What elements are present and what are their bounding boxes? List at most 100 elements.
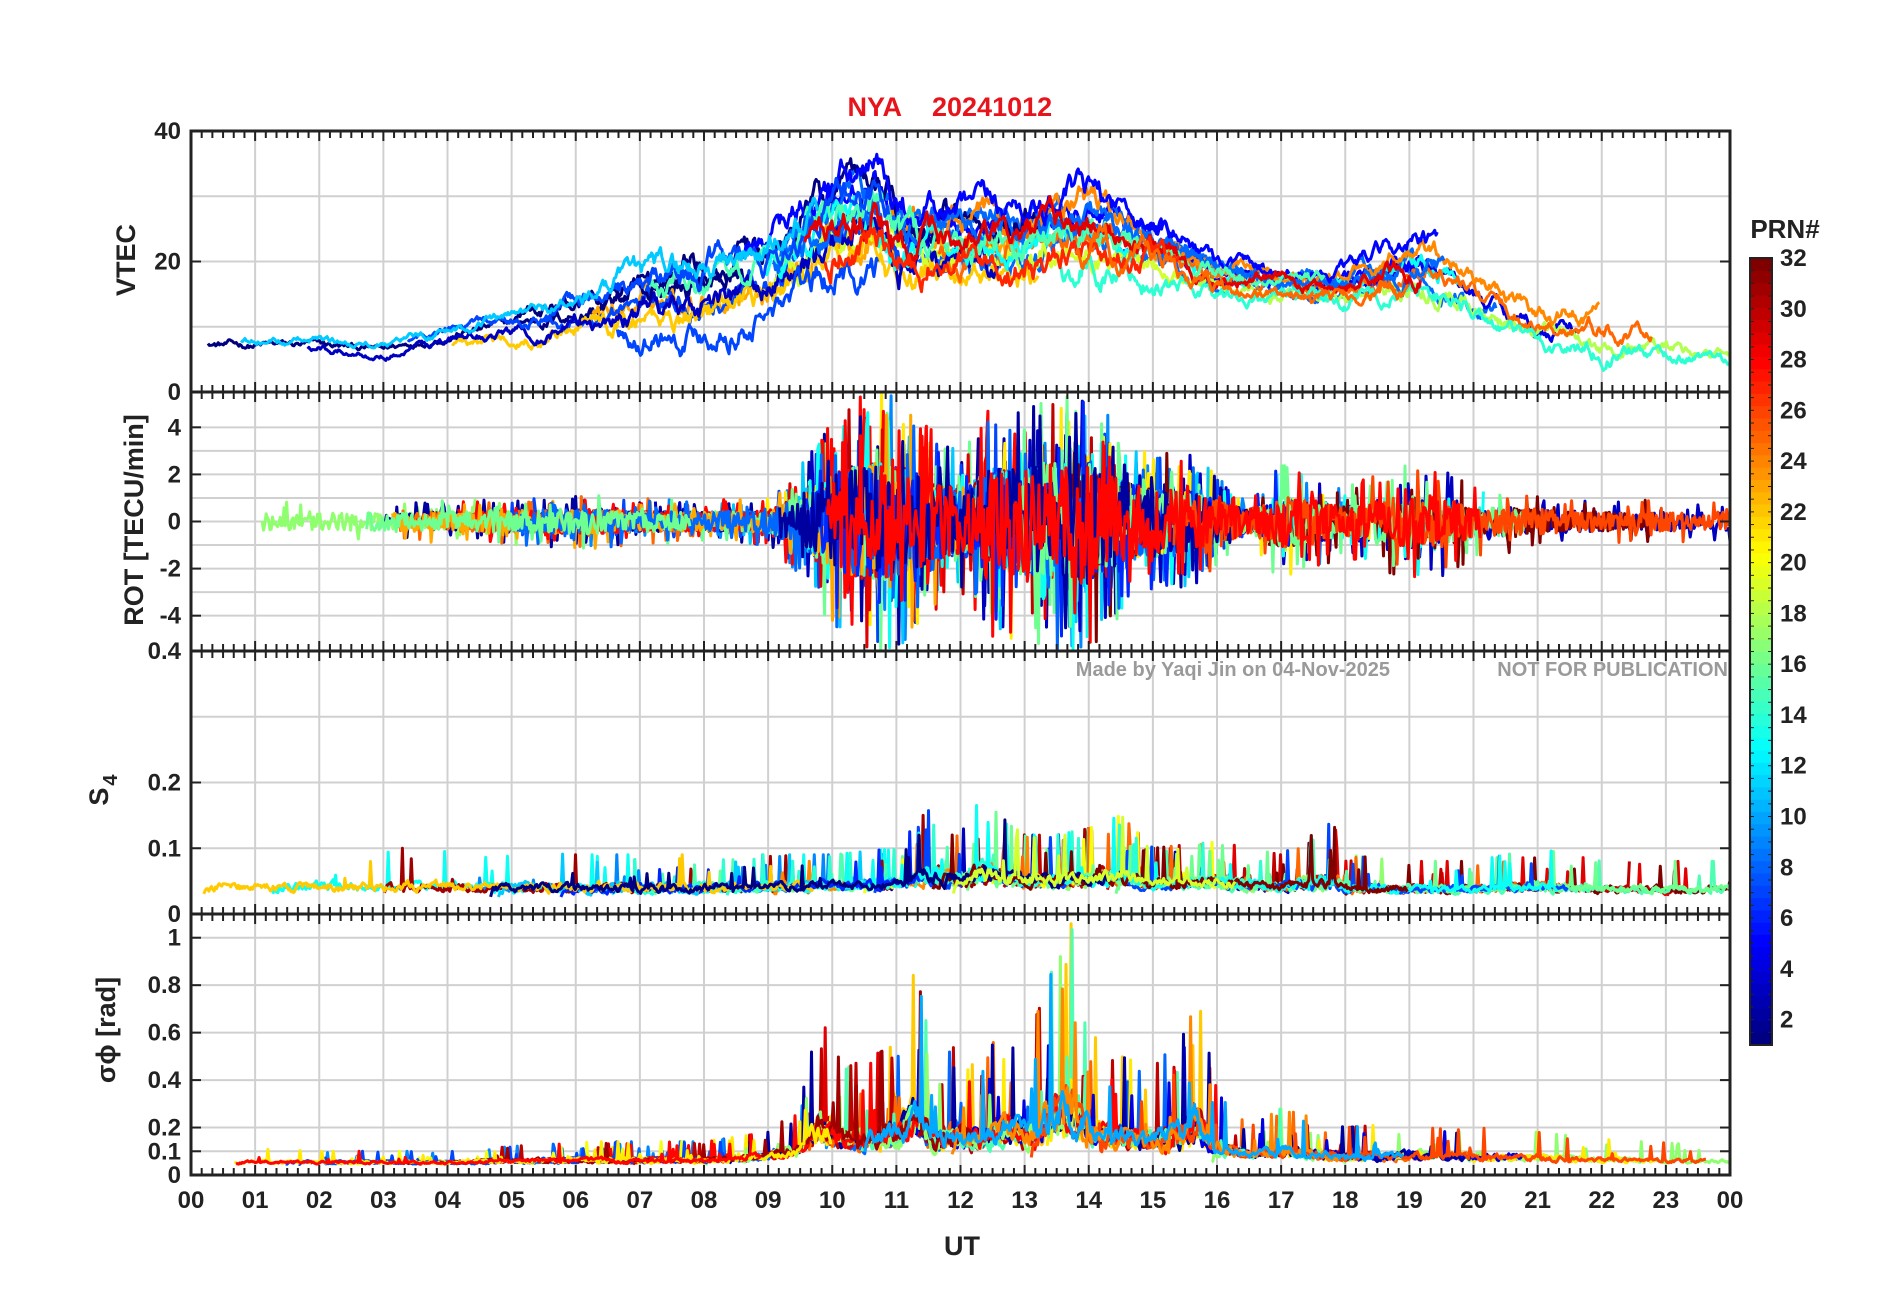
colorbar-segment <box>1750 491 1772 505</box>
vtec-series-group <box>206 152 1730 372</box>
colorbar-segment <box>1750 590 1772 603</box>
colorbar-tick-label: 24 <box>1780 448 1807 475</box>
sigma_phi-ytick-label: 0.8 <box>148 972 181 999</box>
rot-series-line <box>365 494 692 550</box>
colorbar-segment <box>1750 282 1772 296</box>
colorbar-segment <box>1750 897 1772 911</box>
rot-series-line <box>260 498 549 547</box>
colorbar-tick-label: 10 <box>1780 804 1807 831</box>
colorbar-segment <box>1750 995 1772 1009</box>
x-tick-label: 13 <box>1011 1187 1038 1214</box>
colorbar-segment <box>1750 799 1772 812</box>
x-axis-label: UT <box>944 1231 980 1261</box>
sigma_phi-ytick-label: 0.6 <box>148 1020 181 1047</box>
colorbar-segment <box>1750 1032 1772 1046</box>
x-tick-label: 03 <box>370 1187 397 1214</box>
x-tick-label: 23 <box>1653 1187 1680 1214</box>
rot-ylabel: ROT [TECU/min] <box>119 414 149 625</box>
vtec-series-line <box>1059 252 1730 372</box>
colorbar-segment <box>1750 528 1772 542</box>
colorbar-segment <box>1750 1008 1772 1022</box>
sigma-phi-ylabel: σϕ [rad] <box>91 977 121 1083</box>
colorbar-segment <box>1750 1020 1772 1034</box>
rot-series-group <box>260 392 1730 651</box>
colorbar-segment <box>1750 344 1772 357</box>
s4-ytick-label: 0.2 <box>148 770 181 797</box>
colorbar-tick-label: 12 <box>1780 753 1807 780</box>
colorbar-segment <box>1750 553 1772 567</box>
s4-ytick-label: 0.4 <box>148 638 182 665</box>
colorbar-segment <box>1750 885 1772 899</box>
colorbar-tick-label: 2 <box>1780 1007 1793 1034</box>
colorbar-segment <box>1750 725 1772 739</box>
colorbar-segment <box>1750 835 1772 849</box>
rot-series-line <box>825 419 1482 644</box>
colorbar-segment <box>1750 983 1772 997</box>
sigma-phi-panel: 00.10.2 0.4 0.6 0.8 1 <box>148 912 1732 1189</box>
colorbar-segment <box>1750 848 1772 862</box>
colorbar-segment <box>1750 823 1772 837</box>
colorbar-segment <box>1750 700 1772 714</box>
colorbar-segment <box>1750 737 1772 751</box>
vtec-ytick-label: 40 <box>154 118 181 145</box>
colorbar-segment <box>1750 762 1772 776</box>
x-tick-label: 20 <box>1460 1187 1487 1214</box>
colorbar-segment <box>1750 872 1772 886</box>
x-tick-label: 10 <box>819 1187 846 1214</box>
x-tick-label: 21 <box>1524 1187 1551 1214</box>
x-tick-label: 11 <box>884 1187 909 1214</box>
rot-panel: -4 -2 0 2 4 <box>160 390 1732 653</box>
colorbar-segment <box>1750 516 1772 530</box>
title-station: NYA <box>847 92 902 122</box>
colorbar-segment <box>1750 503 1772 517</box>
vtec-ytick-label: 0 <box>168 379 181 406</box>
sigma_phi-series-line <box>863 973 1405 1162</box>
colorbar-segment <box>1750 934 1772 948</box>
s4-series-line <box>489 818 1111 898</box>
sigma_phi-series-line <box>235 1140 762 1166</box>
colorbar-segment <box>1750 368 1772 382</box>
colorbar-tick-label: 26 <box>1780 397 1807 424</box>
vtec-series-line <box>888 185 1601 328</box>
x-tick-label: 02 <box>306 1187 333 1214</box>
x-tick-label: 15 <box>1140 1187 1167 1214</box>
vtec-series-line <box>1074 223 1410 307</box>
vtec-panel: 0 20 40 <box>154 118 1732 406</box>
colorbar-tick-label: 18 <box>1780 600 1807 627</box>
x-tick-label: 18 <box>1332 1187 1359 1214</box>
colorbar-segment <box>1750 565 1772 579</box>
x-tick-label: 14 <box>1075 1187 1102 1214</box>
s4-ytick-label: 0.1 <box>148 835 181 862</box>
s4-ylabel-text: S4 <box>84 774 122 806</box>
colorbar-segment <box>1750 577 1772 591</box>
x-tick-label: 16 <box>1204 1187 1231 1214</box>
x-tick-label: 12 <box>947 1187 974 1214</box>
colorbar-tick-label: 28 <box>1780 347 1807 374</box>
colorbar-segment <box>1750 380 1772 394</box>
sigma_phi-ytick-label: 0 <box>168 1162 181 1189</box>
watermark-right: NOT FOR PUBLICATION <box>1497 659 1728 681</box>
x-tick-label: 07 <box>627 1187 654 1214</box>
sigma_phi-ytick-label: 0.4 <box>148 1067 182 1094</box>
vtec-ylabel: VTEC <box>111 224 141 296</box>
vtec-ytick-label: 20 <box>154 249 181 276</box>
colorbar-segment <box>1750 860 1772 874</box>
colorbar-segment <box>1750 651 1772 665</box>
colorbar-segment <box>1750 811 1772 825</box>
colorbar-segment <box>1750 442 1772 456</box>
colorbar-tick-label: 6 <box>1780 905 1793 932</box>
sigma_phi-series-group <box>233 922 1730 1167</box>
colorbar-tick-label: 20 <box>1780 550 1807 577</box>
x-tick-label: 01 <box>242 1187 269 1214</box>
colorbar-segment <box>1750 319 1772 333</box>
colorbar-segment <box>1750 258 1772 271</box>
vtec-series-line <box>743 152 1439 284</box>
colorbar-segment <box>1750 774 1772 788</box>
sigma_phi-ytick-label: 0.1 <box>148 1138 181 1165</box>
colorbar-segment <box>1750 356 1772 370</box>
colorbar-tick-label: 14 <box>1780 702 1807 729</box>
colorbar-segment <box>1750 676 1772 689</box>
